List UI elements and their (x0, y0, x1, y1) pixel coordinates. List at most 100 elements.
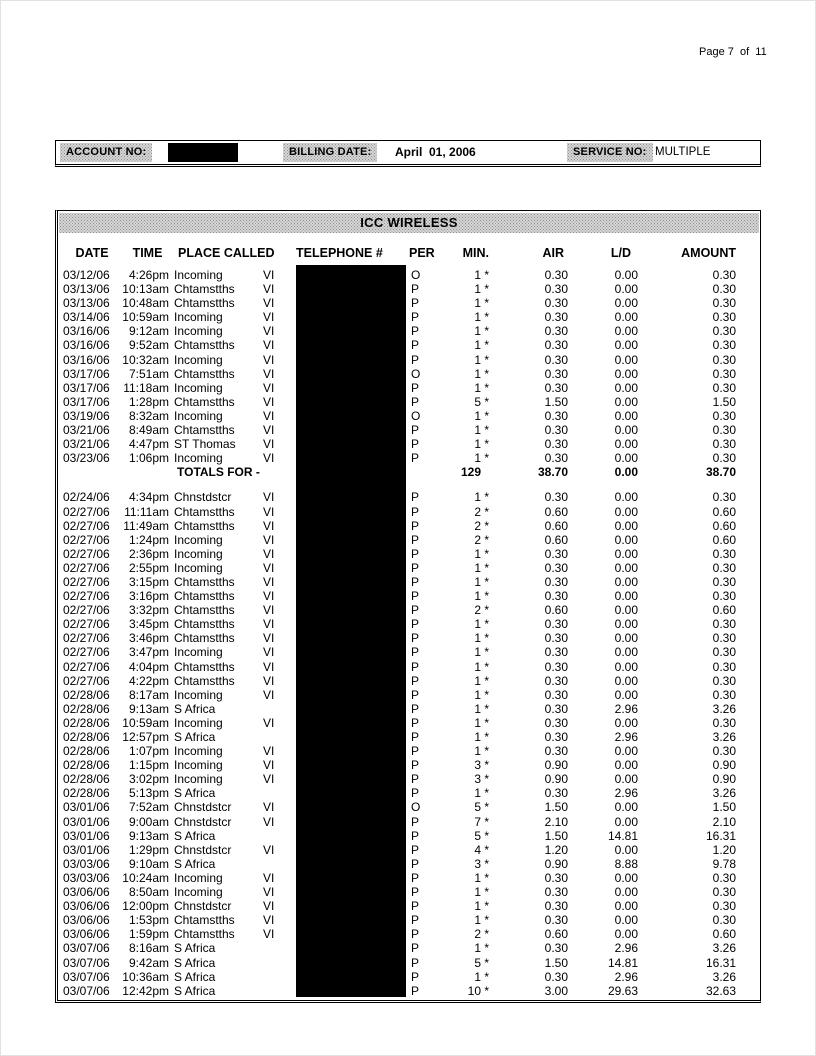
cell-amount: 0.30 (712, 744, 736, 759)
cell-amount: 0.30 (712, 296, 736, 311)
column-header-per: PER (409, 246, 435, 260)
cell-amount: 0.30 (712, 899, 736, 914)
cell-place: Incoming (174, 408, 223, 423)
call-row: 02/27/06 3:47pm Incoming VI P 1 * 0.30 0.00 0.30 (58, 645, 760, 659)
cell-air: 0.30 (544, 870, 568, 885)
cell-time: 9:52am (128, 338, 169, 353)
cell-air: 0.30 (544, 631, 568, 646)
call-row: 03/21/06 8:49am Chtamstths VI P 1 * 0.30 0.00 0.… (58, 423, 760, 437)
cell-place: S Africa (174, 786, 216, 801)
cell-vi (260, 786, 296, 800)
cell-per: P (411, 969, 420, 984)
cell-vi (260, 956, 296, 970)
cell-air: 1.50 (544, 828, 568, 843)
call-row: 03/03/06 9:10am S Africa P 3 * 0.90 8.88 9.78 (58, 857, 760, 871)
call-row: 02/27/06 3:46pm Chtamstths VI P 1 * 0.30 0.00 0.… (58, 631, 760, 645)
cell-per: P (411, 380, 420, 395)
cell-per: P (411, 338, 420, 353)
cell-date: 02/27/06 (63, 574, 110, 589)
cell-time: 4:47pm (128, 437, 169, 452)
cell-vi: VI (263, 504, 275, 519)
cell-amount: 0.30 (712, 870, 736, 885)
call-row: 03/06/06 1:53pm Chtamstths VI P 1 * 0.30 0.00 0.… (58, 913, 760, 927)
cell-amount: 1.50 (712, 394, 736, 409)
cell-per: P (411, 451, 420, 466)
cell-time: 10:59am (122, 715, 169, 730)
cell-min: 1 * (474, 408, 489, 423)
cell-per: P (411, 631, 420, 646)
cell-amount: 0.30 (712, 490, 736, 505)
cell-min: 1 * (474, 730, 489, 744)
cell-time: 3:45pm (128, 617, 169, 632)
cell-amount: 16.31 (705, 828, 736, 843)
cell-date: 03/01/06 (63, 828, 110, 843)
cell-per: P (411, 814, 420, 829)
totals-label: TOTALS FOR - (177, 465, 260, 480)
cell-time: 7:51am (128, 366, 169, 381)
call-row: 03/14/06 10:59am Incoming VI P 1 * 0.30 0.00 0.3… (58, 310, 760, 324)
cell-time: 4:26pm (128, 268, 169, 282)
cell-min: 2 * (474, 532, 489, 547)
cell-air: 0.30 (544, 451, 568, 466)
cell-vi: VI (263, 842, 275, 857)
cell-amount: 0.30 (712, 673, 736, 688)
cell-air: 1.20 (544, 842, 568, 857)
cell-date: 03/13/06 (63, 282, 110, 297)
table-title: ICC WIRELESS (59, 213, 759, 233)
cell-per: P (411, 296, 420, 311)
cell-ld: 0.00 (614, 546, 638, 561)
cell-ld: 0.00 (614, 913, 638, 928)
cell-per: O (411, 800, 421, 815)
cell-place: Incoming (174, 645, 223, 660)
cell-time: 4:04pm (128, 659, 169, 674)
cell-place: Incoming (174, 560, 223, 575)
cell-date: 03/07/06 (63, 955, 110, 970)
cell-ld: 29.63 (607, 983, 638, 998)
cell-amount: 0.30 (712, 617, 736, 632)
cell-per: O (411, 268, 421, 282)
cell-vi (260, 970, 296, 984)
cell-time: 10:36am (122, 969, 169, 984)
cell-air: 0.30 (544, 560, 568, 575)
cell-ld: 0.00 (614, 842, 638, 857)
cell-date: 02/27/06 (63, 659, 110, 674)
call-row: 02/27/06 3:32pm Chtamstths VI P 2 * 0.60 0.00 0.… (58, 603, 760, 617)
cell-per: P (411, 490, 420, 505)
cell-date: 03/21/06 (63, 437, 110, 452)
cell-time: 9:42am (128, 955, 169, 970)
cell-ld: 0.00 (614, 380, 638, 395)
cell-ld: 2.96 (614, 969, 638, 984)
call-row: 02/27/06 3:45pm Chtamstths VI P 1 * 0.30 0.00 0.… (58, 617, 760, 631)
cell-air: 1.50 (544, 394, 568, 409)
cell-min: 7 * (474, 814, 489, 829)
cell-time: 3:46pm (128, 631, 169, 646)
cell-air: 0.30 (544, 730, 568, 744)
cell-date: 02/28/06 (63, 730, 110, 744)
cell-ld: 0.00 (614, 518, 638, 533)
cell-vi: VI (263, 913, 275, 928)
cell-per: P (411, 870, 420, 885)
cell-time: 10:59am (122, 310, 169, 325)
cell-air: 0.30 (544, 574, 568, 589)
cell-date: 02/27/06 (63, 645, 110, 660)
cell-date: 02/28/06 (63, 758, 110, 773)
cell-place: Incoming (174, 310, 223, 325)
cell-place: Chtamstths (174, 603, 235, 618)
cell-time: 2:36pm (128, 546, 169, 561)
call-row: 02/27/06 3:15pm Chtamstths VI P 1 * 0.30 0.00 0.… (58, 575, 760, 589)
cell-air: 0.90 (544, 772, 568, 787)
cell-amount: 0.30 (712, 645, 736, 660)
cell-ld: 0.00 (614, 310, 638, 325)
cell-min: 1 * (474, 715, 489, 730)
cell-per: P (411, 730, 420, 744)
cell-amount: 3.26 (712, 969, 736, 984)
call-row: 03/19/06 8:32am Incoming VI O 1 * 0.30 0.00 0.30 (58, 409, 760, 423)
cell-place: Chtamstths (174, 631, 235, 646)
cell-min: 5 * (474, 828, 489, 843)
cell-place: S Africa (174, 941, 216, 956)
call-row: 02/28/06 9:13am S Africa P 1 * 0.30 2.96 3.26 (58, 702, 760, 716)
cell-air: 0.30 (544, 786, 568, 801)
call-row: 03/23/06 1:06pm Incoming VI P 1 * 0.30 0.00 0.30 (58, 451, 760, 465)
cell-vi: VI (263, 282, 275, 297)
cell-air: 0.60 (544, 504, 568, 519)
